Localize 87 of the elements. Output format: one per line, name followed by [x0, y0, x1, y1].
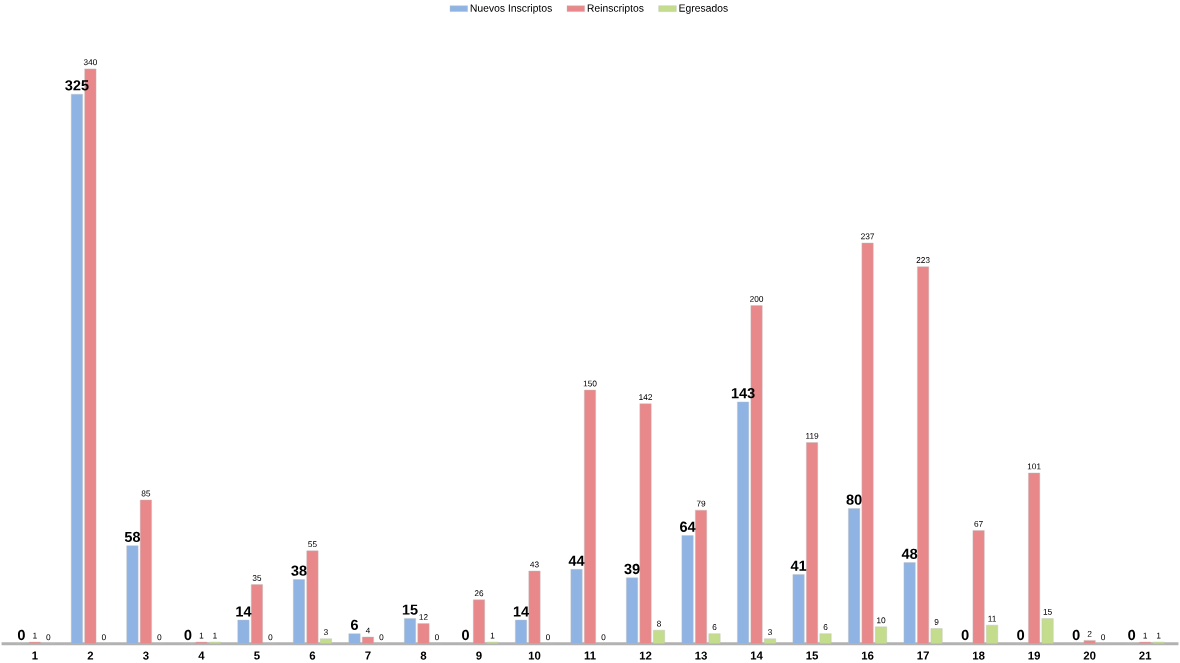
- data-label: 101: [1027, 463, 1041, 470]
- data-label: 0: [17, 629, 25, 641]
- data-label: 6: [712, 624, 717, 630]
- data-label: 15: [402, 604, 418, 615]
- data-label: 1: [33, 632, 37, 639]
- data-label: 0: [601, 634, 606, 641]
- data-label: 35: [252, 575, 262, 581]
- x-tick-label: 19: [1028, 651, 1041, 660]
- x-tick-label: 15: [806, 651, 819, 660]
- data-label: 38: [291, 565, 307, 576]
- x-tick-label: 13: [695, 651, 707, 660]
- data-label: 143: [731, 387, 755, 399]
- data-label: 55: [308, 541, 317, 548]
- data-label: 3: [768, 629, 772, 636]
- data-label: 0: [184, 629, 192, 641]
- x-tick-label: 1: [32, 651, 38, 660]
- x-tick-label: 16: [861, 651, 874, 660]
- data-label: 200: [750, 295, 764, 302]
- x-tick-label: 3: [142, 651, 149, 660]
- data-label: 14: [513, 606, 530, 617]
- data-label: 0: [961, 629, 969, 641]
- x-tick-label: 17: [917, 651, 929, 660]
- data-label: 325: [65, 80, 89, 91]
- data-label: 237: [861, 233, 875, 240]
- data-label: 44: [568, 555, 585, 566]
- data-label: 0: [434, 634, 439, 641]
- data-label: 6: [350, 619, 358, 630]
- data-label: 9: [934, 618, 939, 625]
- data-label: 12: [419, 613, 428, 620]
- data-label: 119: [806, 432, 819, 439]
- data-label: 79: [696, 500, 706, 507]
- data-label: 0: [1101, 634, 1106, 641]
- legend-label: Reinscriptos: [587, 4, 644, 14]
- data-label: 15: [1043, 608, 1052, 615]
- data-label: 39: [624, 563, 640, 575]
- x-tick-label: 18: [972, 651, 985, 660]
- data-label: 80: [846, 494, 862, 505]
- x-tick-label: 14: [750, 651, 763, 660]
- data-label: 0: [268, 634, 273, 641]
- data-label: 41: [790, 560, 807, 571]
- x-tick-label: 21: [1139, 651, 1152, 660]
- x-tick-label: 2: [87, 651, 94, 660]
- data-label: 340: [83, 59, 97, 66]
- x-tick-label: 11: [584, 651, 596, 660]
- data-label: 0: [46, 634, 51, 641]
- data-label: 142: [639, 394, 653, 400]
- data-label: 0: [1128, 629, 1136, 641]
- x-tick-label: 12: [639, 651, 652, 660]
- data-label: 2: [1087, 630, 1092, 637]
- x-tick-label: 5: [254, 651, 260, 660]
- data-label: 1: [1143, 632, 1148, 639]
- data-label: 0: [1072, 629, 1080, 641]
- data-label: 150: [583, 380, 597, 387]
- x-tick-label: 9: [476, 651, 482, 660]
- x-tick-label: 6: [309, 651, 316, 660]
- data-label: 8: [657, 620, 661, 627]
- data-label: 43: [530, 561, 539, 568]
- legend-label: Egresados: [679, 4, 728, 14]
- data-label: 14: [236, 606, 252, 617]
- data-label: 0: [1017, 629, 1025, 641]
- x-tick-label: 8: [420, 651, 427, 660]
- data-label: 11: [988, 615, 996, 622]
- data-label: 1: [199, 632, 204, 639]
- data-label: 0: [545, 634, 550, 641]
- data-label: 85: [141, 490, 151, 497]
- x-tick-label: 10: [528, 651, 541, 660]
- data-label: 0: [462, 629, 469, 641]
- data-label: 26: [474, 590, 484, 597]
- data-label: 1: [490, 632, 495, 639]
- x-tick-label: 4: [198, 651, 205, 660]
- data-label: 1: [213, 632, 217, 639]
- data-label: 0: [379, 634, 384, 641]
- data-label: 4: [365, 627, 371, 634]
- data-label: 3: [323, 629, 328, 636]
- data-label: 6: [823, 624, 828, 630]
- data-label: 0: [157, 634, 162, 641]
- data-label: 58: [124, 531, 141, 542]
- data-label: 223: [916, 257, 930, 263]
- data-label: 10: [877, 617, 886, 624]
- data-label: 0: [101, 634, 106, 641]
- data-label: 67: [974, 520, 983, 527]
- data-label: 64: [680, 521, 696, 532]
- x-tick-label: 7: [365, 651, 371, 660]
- data-label: 48: [901, 548, 918, 559]
- legend-label: Nuevos Inscriptos: [470, 4, 552, 14]
- data-label: 1: [1156, 632, 1161, 639]
- x-tick-label: 20: [1083, 651, 1096, 660]
